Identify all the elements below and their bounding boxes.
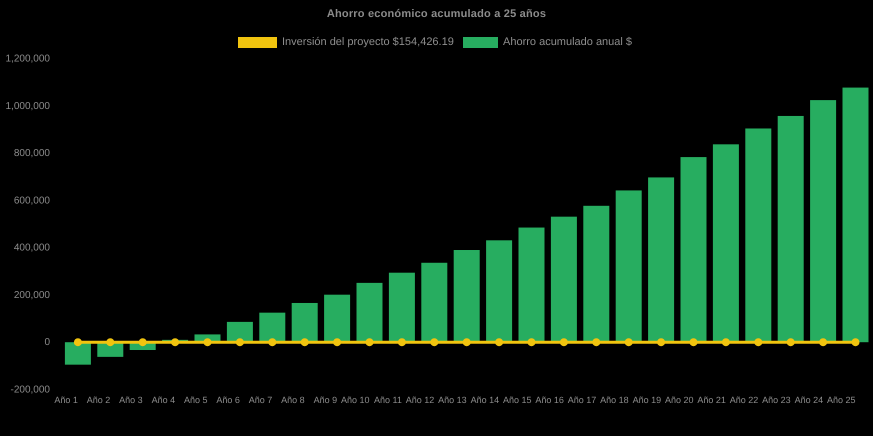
svg-text:1,000,000: 1,000,000 bbox=[6, 101, 51, 112]
svg-text:Año 25: Año 25 bbox=[827, 395, 856, 405]
svg-text:Año 3: Año 3 bbox=[119, 395, 143, 405]
svg-text:Año 24: Año 24 bbox=[795, 395, 824, 405]
svg-text:Año 12: Año 12 bbox=[406, 395, 435, 405]
svg-text:Año 14: Año 14 bbox=[471, 395, 500, 405]
svg-text:Año 5: Año 5 bbox=[184, 395, 208, 405]
svg-text:Año 11: Año 11 bbox=[374, 395, 402, 405]
svg-text:Año 10: Año 10 bbox=[341, 395, 370, 405]
svg-text:600,000: 600,000 bbox=[14, 195, 51, 206]
svg-text:Año 1: Año 1 bbox=[54, 395, 78, 405]
svg-text:400,000: 400,000 bbox=[14, 243, 51, 254]
svg-text:Año 6: Año 6 bbox=[216, 395, 240, 405]
svg-text:200,000: 200,000 bbox=[14, 290, 51, 301]
svg-text:Año 2: Año 2 bbox=[87, 395, 111, 405]
svg-text:Año 7: Año 7 bbox=[249, 395, 273, 405]
svg-text:Año 23: Año 23 bbox=[762, 395, 791, 405]
svg-text:Año 17: Año 17 bbox=[568, 395, 597, 405]
svg-text:0: 0 bbox=[44, 337, 50, 348]
svg-text:Año 15: Año 15 bbox=[503, 395, 532, 405]
svg-text:Año 20: Año 20 bbox=[665, 395, 694, 405]
svg-text:Año 18: Año 18 bbox=[600, 395, 629, 405]
svg-text:Año 8: Año 8 bbox=[281, 395, 305, 405]
svg-text:Año 4: Año 4 bbox=[152, 395, 176, 405]
svg-text:Año 21: Año 21 bbox=[697, 395, 726, 405]
svg-text:Año 13: Año 13 bbox=[438, 395, 467, 405]
svg-text:Año 9: Año 9 bbox=[314, 395, 338, 405]
svg-text:1,200,000: 1,200,000 bbox=[6, 54, 51, 65]
svg-text:Año 16: Año 16 bbox=[535, 395, 564, 405]
svg-text:-200,000: -200,000 bbox=[11, 385, 51, 396]
svg-text:Año 22: Año 22 bbox=[730, 395, 759, 405]
svg-text:Año 19: Año 19 bbox=[633, 395, 662, 405]
svg-text:800,000: 800,000 bbox=[14, 148, 51, 159]
